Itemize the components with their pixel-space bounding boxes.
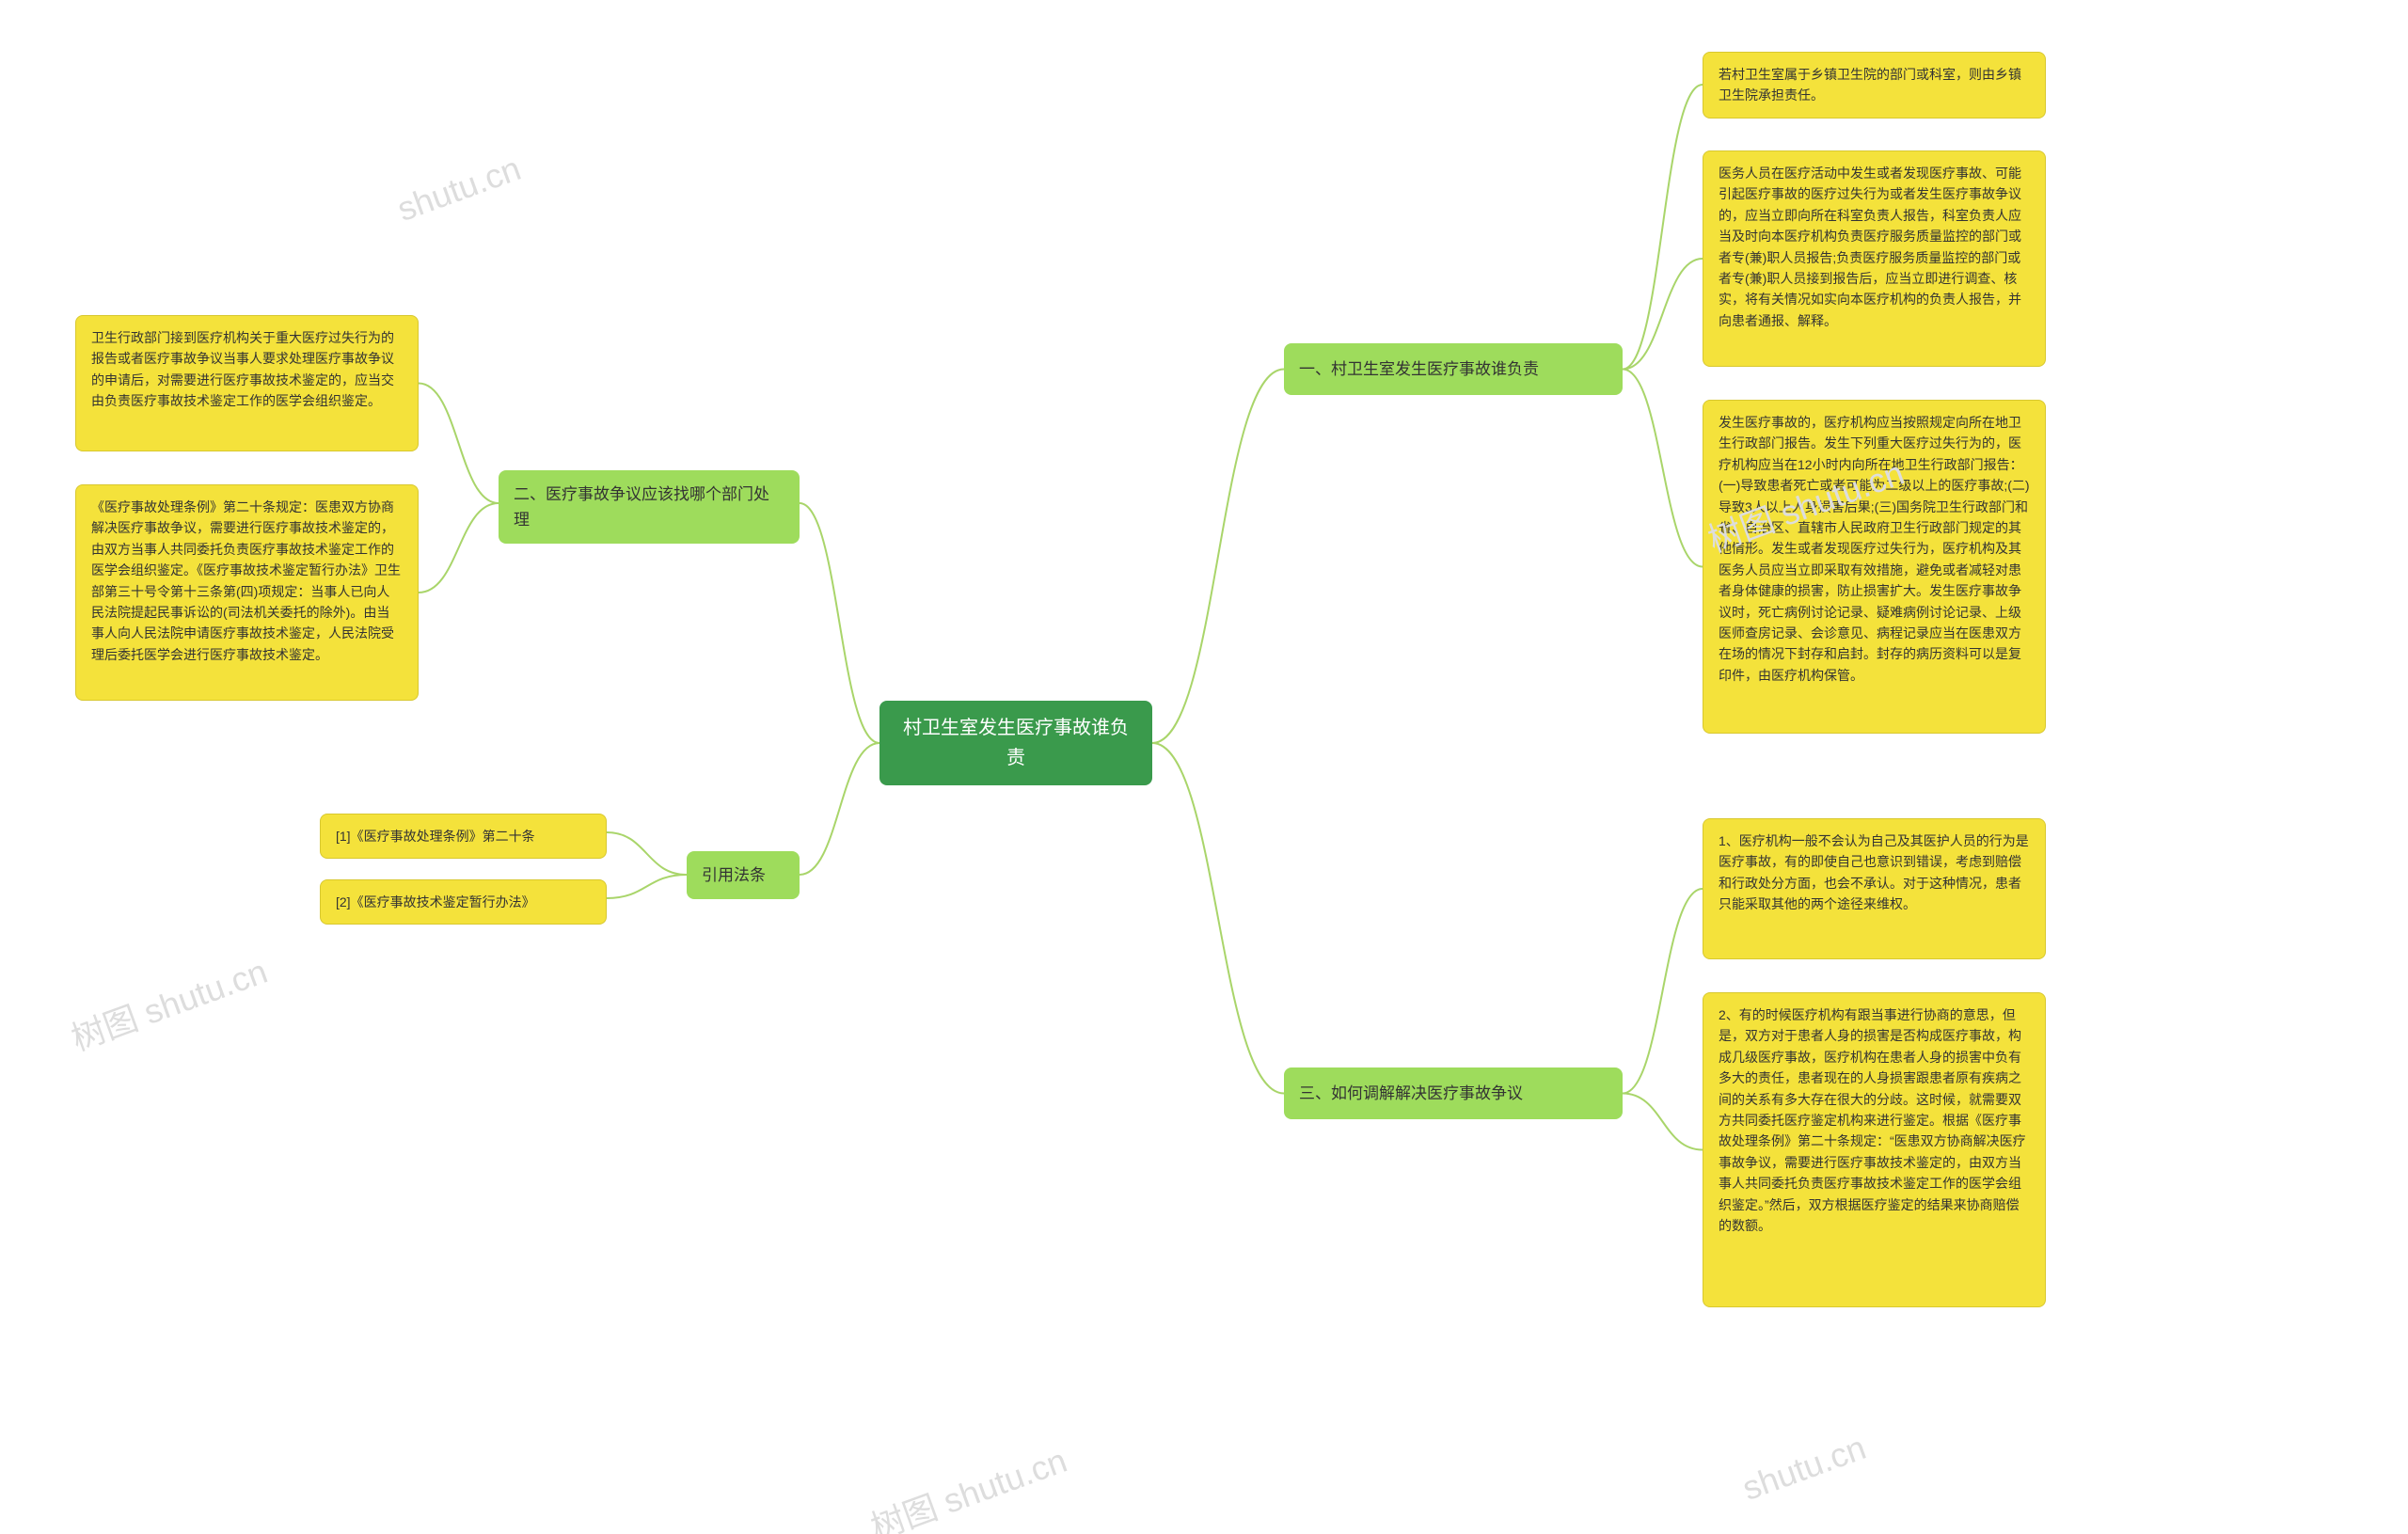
- watermark: 树图 shutu.cn: [64, 944, 274, 1060]
- leaf-node[interactable]: 2、有的时候医疗机构有跟当事进行协商的意思，但是，双方对于患者人身的损害是否构成…: [1703, 992, 2046, 1307]
- leaf-node[interactable]: 卫生行政部门接到医疗机构关于重大医疗过失行为的报告或者医疗事故争议当事人要求处理…: [75, 315, 419, 451]
- branch-label: 一、村卫生室发生医疗事故谁负责: [1299, 356, 1539, 382]
- leaf-node[interactable]: 医务人员在医疗活动中发生或者发现医疗事故、可能引起医疗事故的医疗过失行为或者发生…: [1703, 150, 2046, 367]
- branch-node-cite[interactable]: 引用法条: [687, 851, 800, 899]
- leaf-node[interactable]: 《医疗事故处理条例》第二十条规定：医患双方协商解决医疗事故争议，需要进行医疗事故…: [75, 484, 419, 701]
- branch-label: 二、医疗事故争议应该找哪个部门处理: [514, 482, 784, 532]
- leaf-node[interactable]: [2]《医疗事故技术鉴定暂行办法》: [320, 879, 607, 925]
- watermark: shutu.cn: [1737, 1428, 1871, 1509]
- leaf-text: 卫生行政部门接到医疗机构关于重大医疗过失行为的报告或者医疗事故争议当事人要求处理…: [91, 330, 394, 408]
- leaf-node[interactable]: 发生医疗事故的，医疗机构应当按照规定向所在地卫生行政部门报告。发生下列重大医疗过…: [1703, 400, 2046, 734]
- leaf-node[interactable]: 1、医疗机构一般不会认为自己及其医护人员的行为是医疗事故，有的即使自己也意识到错…: [1703, 818, 2046, 959]
- watermark: 树图 shutu.cn: [863, 1433, 1073, 1534]
- leaf-text: [2]《医疗事故技术鉴定暂行办法》: [336, 894, 535, 909]
- leaf-text: 2、有的时候医疗机构有跟当事进行协商的意思，但是，双方对于患者人身的损害是否构成…: [1719, 1007, 2026, 1233]
- branch-label: 引用法条: [702, 862, 766, 888]
- leaf-text: 医务人员在医疗活动中发生或者发现医疗事故、可能引起医疗事故的医疗过失行为或者发生…: [1719, 166, 2021, 328]
- leaf-text: 《医疗事故处理条例》第二十条规定：医患双方协商解决医疗事故争议，需要进行医疗事故…: [91, 499, 401, 662]
- mindmap-root[interactable]: 村卫生室发生医疗事故谁负责: [879, 701, 1152, 785]
- leaf-text: [1]《医疗事故处理条例》第二十条: [336, 829, 535, 844]
- branch-node-2[interactable]: 二、医疗事故争议应该找哪个部门处理: [499, 470, 800, 544]
- leaf-node[interactable]: 若村卫生室属于乡镇卫生院的部门或科室，则由乡镇卫生院承担责任。: [1703, 52, 2046, 119]
- watermark: shutu.cn: [392, 149, 526, 229]
- root-label: 村卫生室发生医疗事故谁负责: [895, 713, 1137, 773]
- connector-layer: [0, 0, 2408, 1534]
- leaf-node[interactable]: [1]《医疗事故处理条例》第二十条: [320, 814, 607, 859]
- branch-label: 三、如何调解解决医疗事故争议: [1299, 1081, 1523, 1106]
- branch-node-3[interactable]: 三、如何调解解决医疗事故争议: [1284, 1067, 1623, 1119]
- leaf-text: 若村卫生室属于乡镇卫生院的部门或科室，则由乡镇卫生院承担责任。: [1719, 67, 2021, 103]
- leaf-text: 1、医疗机构一般不会认为自己及其医护人员的行为是医疗事故，有的即使自己也意识到错…: [1719, 833, 2029, 911]
- leaf-text: 发生医疗事故的，医疗机构应当按照规定向所在地卫生行政部门报告。发生下列重大医疗过…: [1719, 415, 2030, 683]
- branch-node-1[interactable]: 一、村卫生室发生医疗事故谁负责: [1284, 343, 1623, 395]
